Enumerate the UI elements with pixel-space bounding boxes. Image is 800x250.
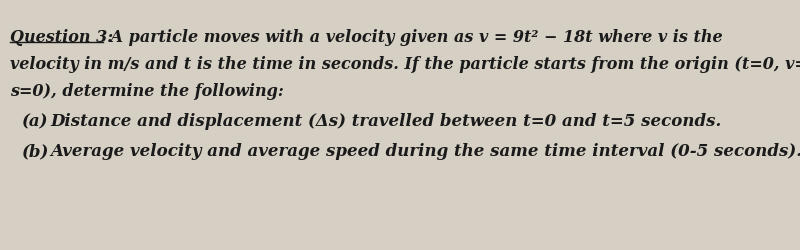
Text: (a): (a)	[22, 112, 49, 130]
Text: A particle moves with a velocity given as v = 9t² − 18t where v is the: A particle moves with a velocity given a…	[105, 29, 722, 46]
Text: Average velocity and average speed during the same time interval (0-5 seconds).: Average velocity and average speed durin…	[50, 142, 800, 159]
Text: Question 3:: Question 3:	[10, 29, 113, 46]
Text: s=0), determine the following:: s=0), determine the following:	[10, 83, 284, 100]
Text: (b): (b)	[22, 142, 50, 159]
Text: Distance and displacement (Δs) travelled between t=0 and t=5 seconds.: Distance and displacement (Δs) travelled…	[50, 112, 722, 130]
Text: velocity in m/s and t is the time in seconds. If the particle starts from the or: velocity in m/s and t is the time in sec…	[10, 56, 800, 73]
